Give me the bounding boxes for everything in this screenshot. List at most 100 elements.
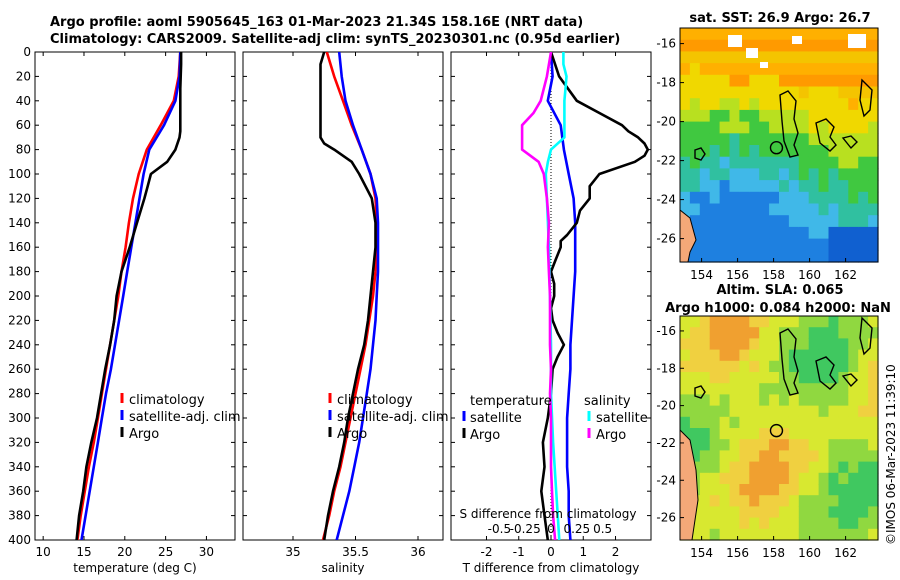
map-cell [680, 360, 691, 373]
map-cell [808, 338, 820, 351]
map-cell [699, 528, 711, 541]
map-cell [818, 28, 830, 41]
map-cell [848, 86, 859, 99]
map-cell [788, 394, 800, 407]
map-cell [798, 495, 810, 507]
map-cell [808, 98, 820, 111]
map-xtick-label: 154 [690, 546, 713, 560]
map-cell [769, 133, 780, 146]
map-cell [798, 394, 810, 407]
map-cell [838, 74, 849, 88]
map-cell [818, 74, 830, 88]
map-cell [709, 109, 721, 123]
map-cell [848, 226, 859, 240]
map-cell [868, 338, 879, 351]
map-cell [769, 203, 780, 216]
map-cell [709, 349, 721, 362]
map-cell [848, 461, 859, 474]
map-cell [848, 180, 859, 193]
map-ytick-label: -18 [656, 361, 676, 375]
map-cell [709, 168, 721, 181]
map-cell [798, 86, 810, 99]
map-ytick-label: -26 [656, 232, 676, 246]
map-cell [769, 51, 780, 64]
map-cell [749, 156, 760, 169]
map-cell [729, 484, 740, 496]
map-cell [848, 349, 859, 362]
map-cell [828, 506, 839, 519]
xtick-label-salinity: 0.5 [593, 522, 612, 536]
map-cell [838, 238, 849, 251]
map-cell [838, 203, 849, 216]
map-cell [788, 439, 800, 451]
legend-entry: Argo [129, 427, 159, 442]
ytick-label: 180 [8, 265, 31, 279]
map-cell [808, 180, 820, 193]
map-cell [680, 51, 691, 64]
map-cell [719, 180, 731, 193]
map-cell [729, 203, 740, 216]
xtick-label: 35 [285, 545, 300, 559]
map-cell [699, 405, 711, 418]
map-cell [779, 109, 790, 123]
map-cell [759, 338, 770, 351]
xtick-label: 35.5 [342, 545, 369, 559]
map-cell [838, 428, 849, 440]
map-cell [719, 133, 731, 146]
xtick-label: 1 [579, 545, 587, 559]
map-cell [729, 495, 740, 507]
map-cell [838, 472, 849, 485]
map-cell [759, 63, 770, 76]
map-cell [858, 439, 869, 451]
map-cell [788, 74, 800, 88]
map-cell [769, 39, 780, 52]
map-ytick-label: -20 [656, 115, 676, 129]
map-cell [769, 109, 780, 123]
map-cell [838, 450, 849, 463]
map-cell [868, 109, 879, 123]
map-cell [779, 98, 790, 111]
map-cell [739, 180, 750, 193]
map-cell [828, 450, 839, 463]
xtick-label: 0 [547, 545, 555, 559]
map-cell [828, 145, 839, 158]
map-cell [779, 461, 790, 474]
map-cell [808, 74, 820, 88]
map-cell [808, 133, 820, 146]
map-cell [858, 506, 869, 519]
map-cell [719, 338, 731, 351]
map-cell [719, 316, 731, 328]
panel-difference: -2 -1 0 1 2 T difference from climatology temp… [450, 51, 652, 575]
map-cell [709, 215, 721, 228]
map-cell [739, 450, 750, 463]
map-cell [680, 349, 691, 362]
map-cell [838, 338, 849, 351]
map-cell [858, 133, 869, 146]
map-cell [739, 63, 750, 76]
map-cell [769, 180, 780, 193]
map-cell [858, 250, 869, 263]
map-cell [680, 121, 691, 134]
map-cell [729, 238, 740, 251]
map-cell [868, 133, 879, 146]
map-cell [788, 472, 800, 485]
map-cell [759, 327, 770, 339]
map-cell [729, 428, 740, 440]
map-cell [858, 191, 869, 205]
title-line-1: Argo profile: aoml 5905645_163 01-Mar-20… [50, 15, 584, 30]
map-cell [838, 383, 849, 395]
map-cell [749, 372, 760, 384]
map-cell [828, 28, 839, 41]
map-cell [699, 439, 711, 451]
map-ytick-label: -16 [656, 324, 676, 338]
map-cell [769, 450, 780, 463]
map-cell [699, 109, 711, 123]
map-cell [759, 74, 770, 88]
map-cell [848, 472, 859, 485]
map-cell [868, 528, 879, 541]
map-cell [749, 495, 760, 507]
map-cell [818, 450, 830, 463]
xtick-label: 25 [158, 545, 173, 559]
map-cell [729, 215, 740, 228]
ytick-label: 80 [16, 143, 31, 157]
